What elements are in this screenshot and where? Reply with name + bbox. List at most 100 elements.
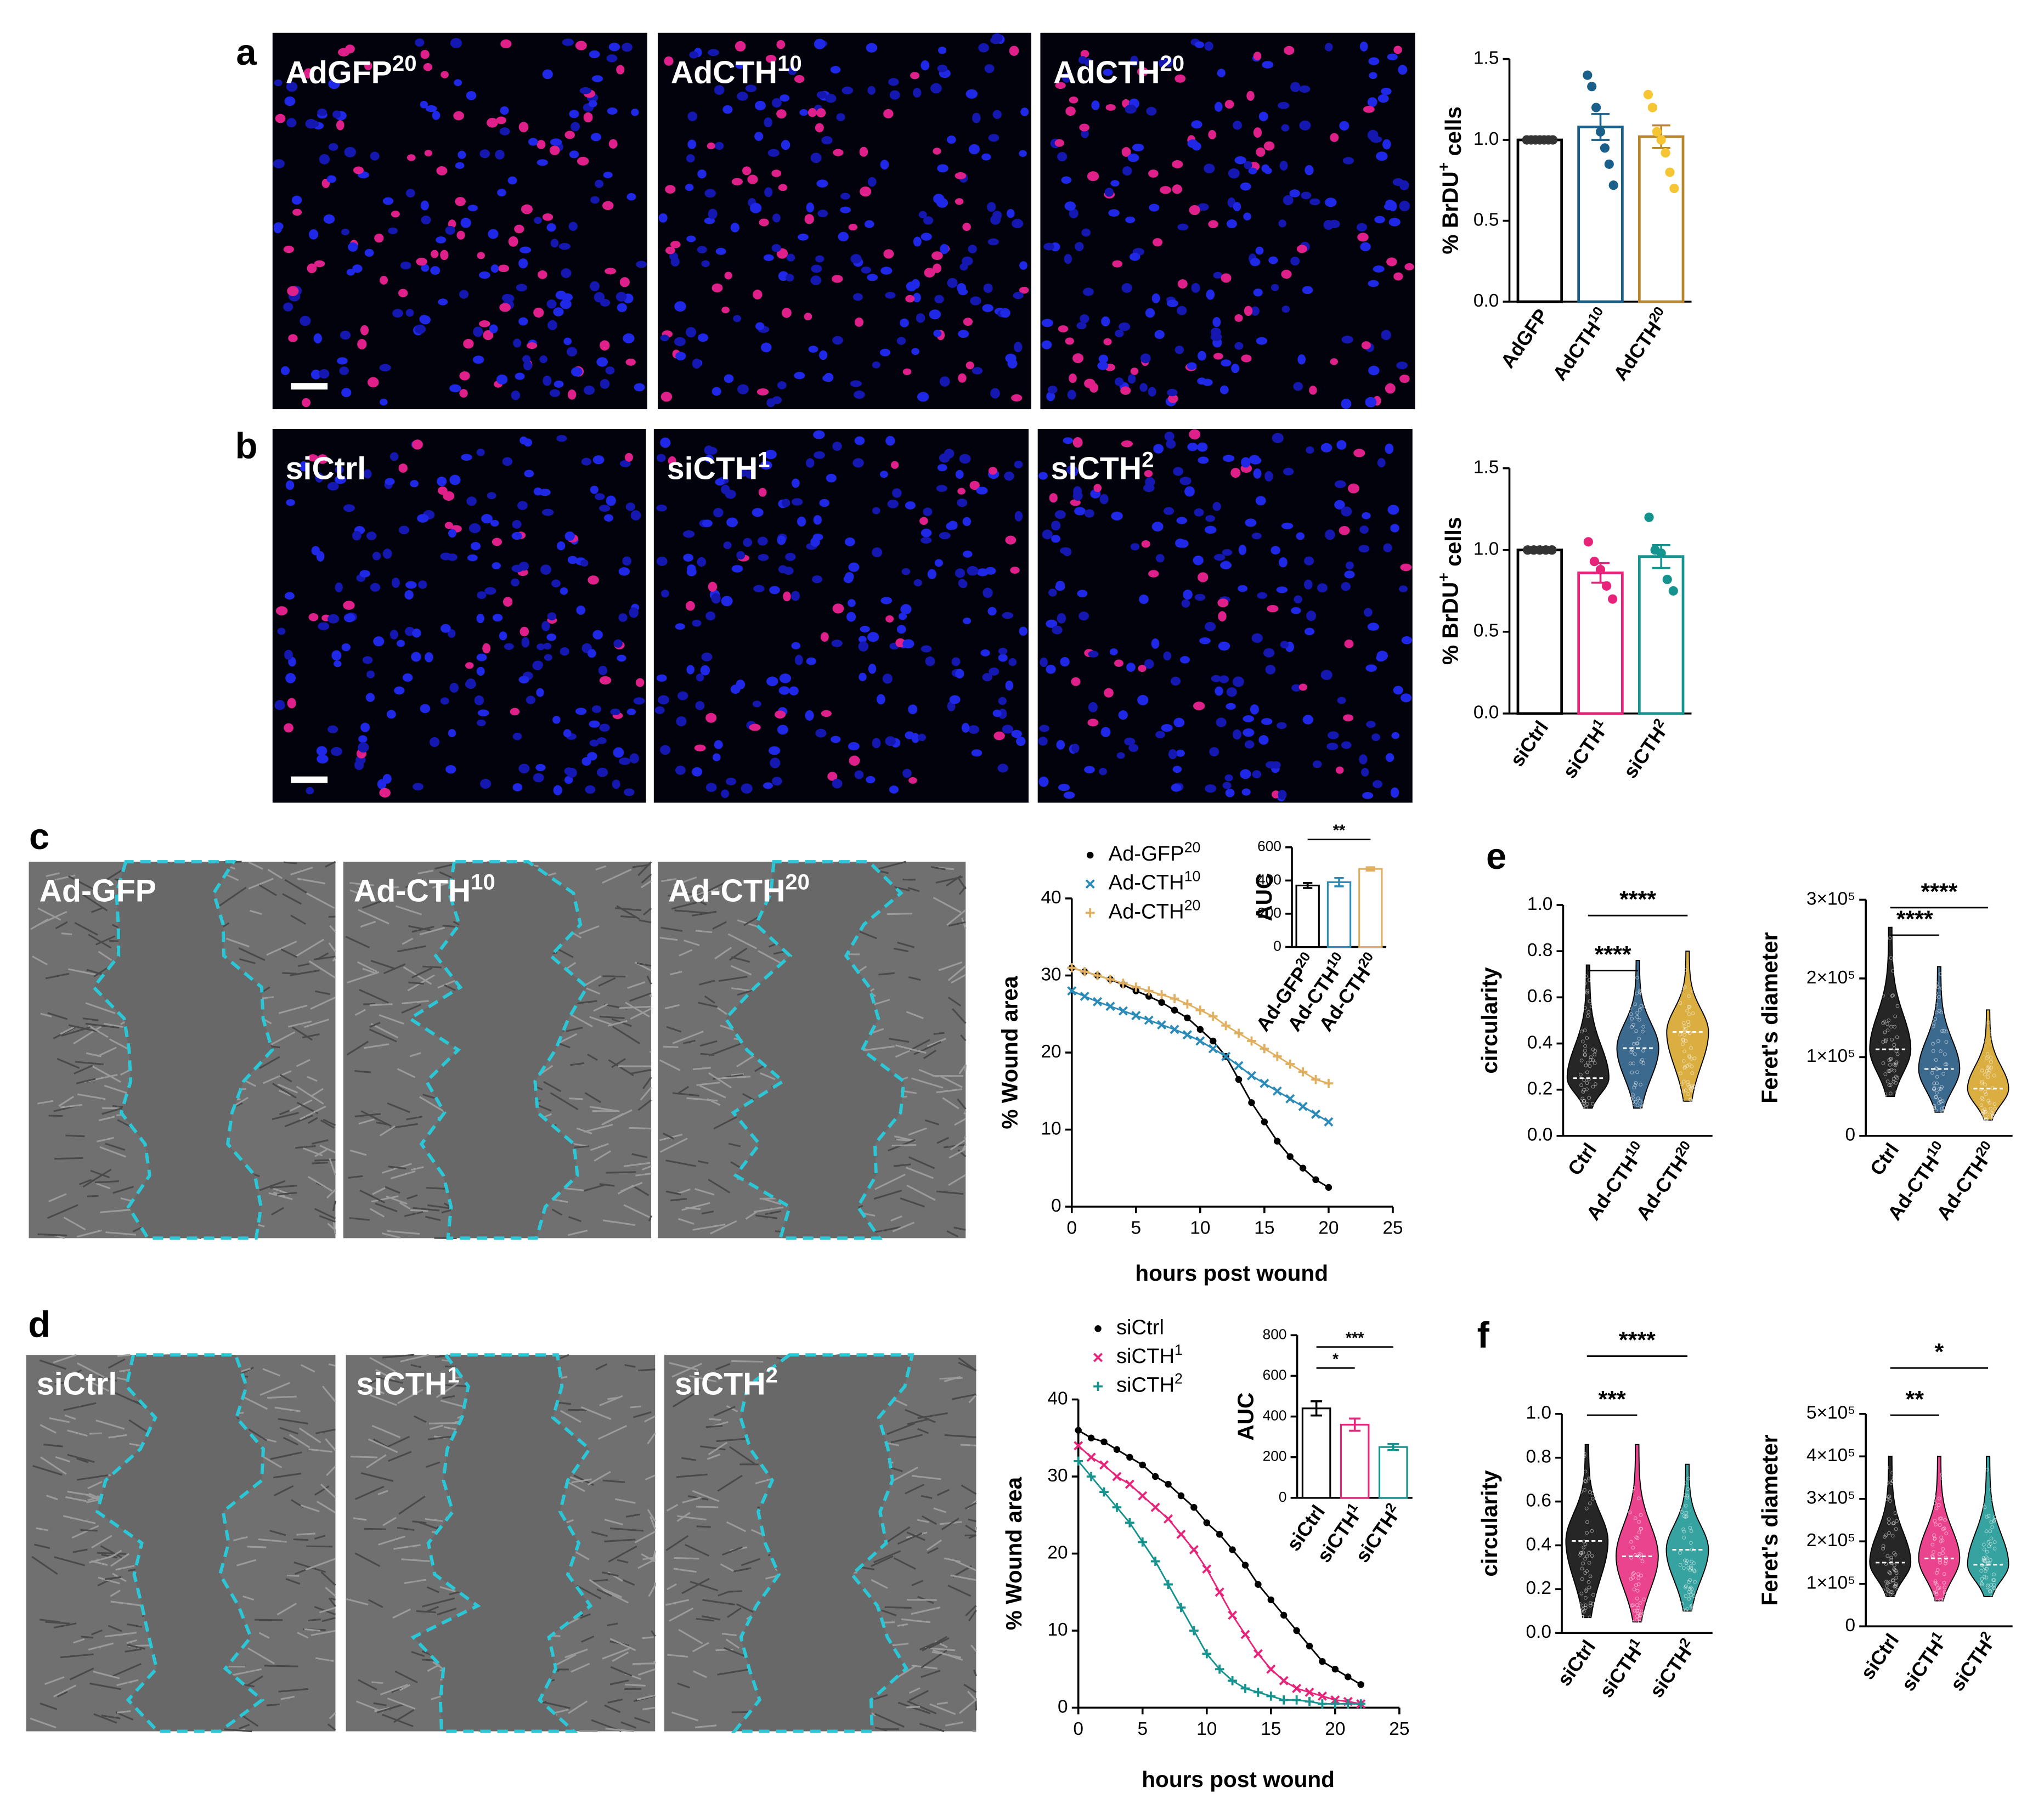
violin-texture [1682,1535,1686,1540]
violin-texture [1991,1113,1995,1118]
violin-texture [1935,1568,1940,1572]
cell-texture [43,1443,63,1447]
micrograph [1037,428,1413,803]
y-tick-label: 0.0 [1526,1622,1551,1642]
violin-texture [1684,1584,1688,1588]
image-label-part: 1 [447,1362,459,1387]
cell-texture [105,1142,126,1151]
violin-texture [1993,1107,1997,1111]
nucleus [526,342,538,349]
violin-texture [1584,1064,1588,1068]
violin-texture [1988,1558,1992,1562]
nucleus [947,278,958,288]
cell-texture [86,1052,101,1057]
violin-texture [1933,1466,1937,1470]
nucleus [955,470,964,479]
violin-texture [1583,1487,1587,1492]
marker [1170,1025,1179,1034]
cell-texture [371,1424,401,1439]
violin-texture [1683,1065,1687,1069]
nucleus [502,597,513,607]
nucleus [1241,457,1251,468]
cell-texture [611,1057,626,1068]
significance-label: * [1935,1339,1944,1365]
cell-texture [958,1064,967,1074]
x-tick-label-part: siCTH [1559,723,1609,783]
marker [1099,1487,1109,1497]
cell-texture [907,887,920,892]
nucleus [836,113,845,121]
violin-texture [1590,976,1594,981]
nucleus [1404,263,1414,270]
violin-texture [1985,1556,1990,1560]
cell-texture [592,1579,608,1582]
nucleus [421,215,431,224]
nucleus [988,134,1000,142]
nucleus [476,613,484,624]
violin-texture [1678,1507,1682,1511]
violin-texture [1686,1487,1690,1491]
nucleus [726,777,736,785]
nucleus [1204,41,1213,51]
legend-label-part: 10 [1184,868,1201,885]
cell-texture [581,1635,595,1643]
cell-texture [385,1435,410,1449]
cell-texture [293,1562,326,1573]
cell-texture [422,1597,455,1608]
violin-texture [1579,1490,1583,1494]
nucleus [569,110,579,118]
scratch-image [343,860,652,1240]
nucleus [306,787,314,795]
legend-label: siCtrl [1116,1315,1164,1339]
data-point [1547,545,1557,555]
cell-texture [54,874,76,881]
nucleus [440,552,452,561]
nucleus [686,567,697,576]
nucleus [1172,160,1183,168]
bar [1301,1407,1331,1499]
nucleus [352,264,363,273]
violin-texture [1940,1538,1945,1543]
violin-texture [1685,1064,1690,1068]
y-tick-label: 600 [1263,1366,1287,1383]
cell-texture [591,1531,608,1537]
violin-texture [1932,1086,1936,1090]
nucleus [521,204,533,214]
cell-texture [666,1503,679,1512]
cell-texture [282,972,297,975]
nucleus [334,660,342,668]
violin-texture [1686,1005,1691,1009]
violin-texture [1585,1569,1589,1573]
violin-texture [1930,1110,1934,1113]
nucleus [1205,784,1217,793]
bar [1326,881,1352,948]
violin-texture [1936,985,1940,989]
violin-texture [1641,1049,1645,1053]
nucleus [587,649,596,658]
violin-texture [1937,1496,1941,1501]
nucleus [404,590,414,600]
nucleus [963,617,972,624]
violin-texture [1933,1537,1936,1541]
nucleus [275,606,288,616]
nucleus [370,151,380,161]
cell-texture [701,1211,714,1215]
violin-texture [1980,1039,1985,1044]
image-label-part: 2 [766,1362,778,1387]
nucleus [380,398,388,406]
nucleus [1250,258,1261,267]
cell-texture [369,1356,396,1372]
violin-texture [1939,1516,1944,1520]
cell-texture [686,1097,718,1102]
violin-texture [1933,1579,1938,1583]
nucleus [1365,664,1377,672]
nucleus [533,307,544,318]
nucleus [1047,386,1058,394]
violin-texture [1588,1574,1593,1579]
cell-texture [589,1106,620,1112]
image-label-part: Ad-CTH [354,874,471,909]
violin-texture [1985,1052,1990,1056]
cell-texture [392,1608,411,1619]
nucleus [1075,242,1084,251]
significance-label: **** [1896,906,1933,932]
